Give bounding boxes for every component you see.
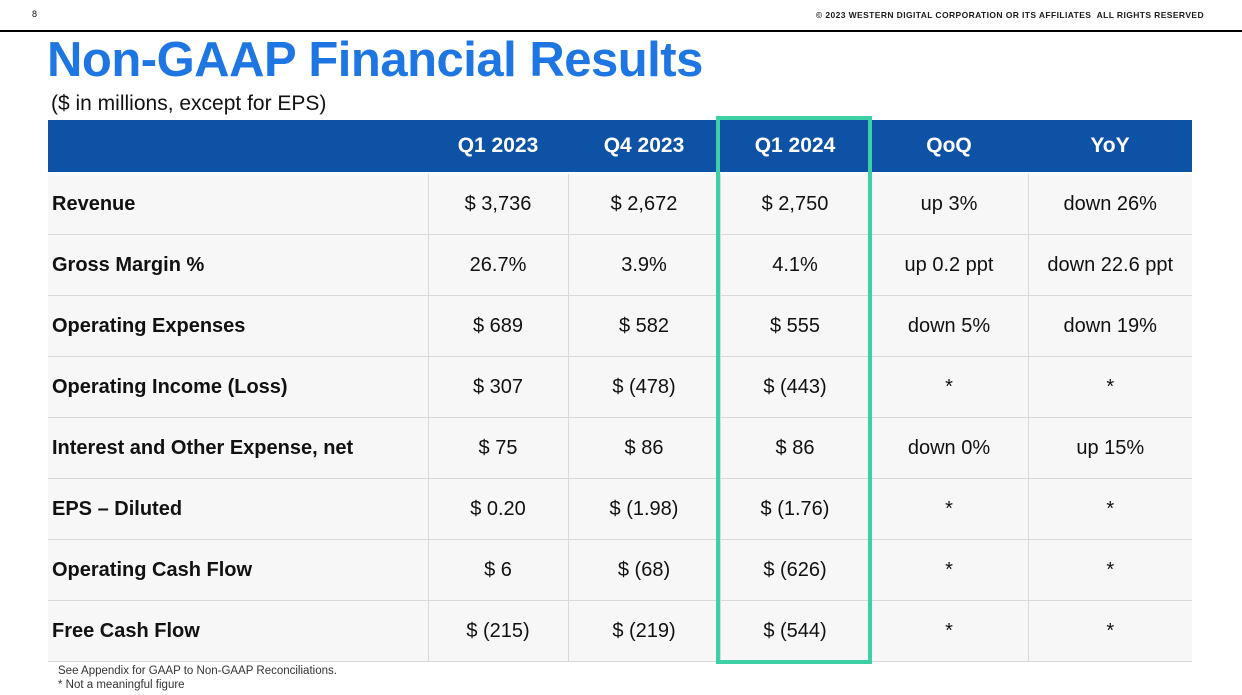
cell-q1-2023: 26.7% (427, 234, 568, 296)
table-row-gross-margin: Gross Margin % 26.7% 3.9% 4.1% up 0.2 pp… (48, 234, 1192, 296)
cell-q4-2023: $ (478) (567, 356, 720, 418)
footnote-not-meaningful: * Not a meaningful figure (58, 679, 185, 691)
cell-yoy: down 19% (1027, 295, 1192, 357)
top-bar: 8 © 2023 WESTERN DIGITAL CORPORATION OR … (0, 0, 1242, 32)
table-row-operating-cash-flow: Operating Cash Flow $ 6 $ (68) $ (626) *… (48, 539, 1192, 601)
col-header-q4-2023: Q4 2023 (568, 120, 720, 174)
cell-qoq: * (869, 539, 1028, 601)
cell-q1-2024: $ (1.76) (719, 478, 870, 540)
cell-q1-2023: $ 689 (427, 295, 568, 357)
cell-qoq: * (869, 356, 1028, 418)
cell-yoy: down 26% (1027, 173, 1192, 235)
row-label: Operating Expenses (48, 295, 428, 357)
cell-qoq: * (869, 600, 1028, 662)
footnotes: See Appendix for GAAP to Non-GAAP Reconc… (58, 664, 337, 692)
cell-q4-2023: $ (1.98) (567, 478, 720, 540)
row-label: Operating Income (Loss) (48, 356, 428, 418)
cell-q4-2023: $ 2,672 (567, 173, 720, 235)
cell-q1-2023: $ 75 (427, 417, 568, 479)
col-header-metric (48, 120, 428, 174)
cell-q4-2023: $ 86 (567, 417, 720, 479)
cell-qoq: * (869, 478, 1028, 540)
cell-q1-2024: $ (544) (719, 600, 870, 662)
page-subtitle: ($ in millions, except for EPS) (51, 92, 327, 115)
row-label: Interest and Other Expense, net (48, 417, 428, 479)
row-label: EPS – Diluted (48, 478, 428, 540)
cell-yoy: * (1027, 600, 1192, 662)
copyright-text: © 2023 WESTERN DIGITAL CORPORATION OR IT… (815, 10, 1204, 20)
cell-q1-2024: 4.1% (719, 234, 870, 296)
cell-q1-2023: $ 0.20 (427, 478, 568, 540)
page-number: 8 (32, 9, 38, 19)
cell-q4-2023: $ (68) (567, 539, 720, 601)
cell-yoy: * (1027, 356, 1192, 418)
table-row-free-cash-flow: Free Cash Flow $ (215) $ (219) $ (544) *… (48, 600, 1192, 662)
cell-q1-2023: $ 6 (427, 539, 568, 601)
row-label: Gross Margin % (48, 234, 428, 296)
col-header-yoy: YoY (1028, 120, 1192, 174)
cell-q4-2023: 3.9% (567, 234, 720, 296)
col-header-qoq: QoQ (870, 120, 1028, 174)
cell-qoq: down 5% (869, 295, 1028, 357)
table-row-interest-other-expense: Interest and Other Expense, net $ 75 $ 8… (48, 417, 1192, 479)
cell-yoy: up 15% (1027, 417, 1192, 479)
cell-q1-2024: $ 555 (719, 295, 870, 357)
table-header-row: Q1 2023 Q4 2023 Q1 2024 QoQ YoY (48, 120, 1192, 174)
table-row-revenue: Revenue $ 3,736 $ 2,672 $ 2,750 up 3% do… (48, 173, 1192, 235)
cell-yoy: * (1027, 539, 1192, 601)
cell-q1-2023: $ 307 (427, 356, 568, 418)
cell-q1-2023: $ (215) (427, 600, 568, 662)
col-header-q1-2023: Q1 2023 (428, 120, 568, 174)
cell-yoy: down 22.6 ppt (1027, 234, 1192, 296)
cell-qoq: up 0.2 ppt (869, 234, 1028, 296)
cell-q1-2024: $ (626) (719, 539, 870, 601)
cell-q1-2024: $ 86 (719, 417, 870, 479)
cell-q4-2023: $ 582 (567, 295, 720, 357)
table-row-operating-expenses: Operating Expenses $ 689 $ 582 $ 555 dow… (48, 295, 1192, 357)
cell-qoq: down 0% (869, 417, 1028, 479)
row-label: Revenue (48, 173, 428, 235)
financial-results-table: Q1 2023 Q4 2023 Q1 2024 QoQ YoY Revenue … (48, 116, 1192, 664)
cell-q1-2024: $ 2,750 (719, 173, 870, 235)
cell-q1-2024: $ (443) (719, 356, 870, 418)
cell-qoq: up 3% (869, 173, 1028, 235)
table-row-operating-income: Operating Income (Loss) $ 307 $ (478) $ … (48, 356, 1192, 418)
row-label: Operating Cash Flow (48, 539, 428, 601)
cell-yoy: * (1027, 478, 1192, 540)
cell-q1-2023: $ 3,736 (427, 173, 568, 235)
page-title: Non-GAAP Financial Results (47, 33, 703, 87)
col-header-q1-2024: Q1 2024 (720, 120, 870, 174)
table-row-eps-diluted: EPS – Diluted $ 0.20 $ (1.98) $ (1.76) *… (48, 478, 1192, 540)
footnote-reconciliations: See Appendix for GAAP to Non-GAAP Reconc… (58, 665, 337, 677)
row-label: Free Cash Flow (48, 600, 428, 662)
cell-q4-2023: $ (219) (567, 600, 720, 662)
